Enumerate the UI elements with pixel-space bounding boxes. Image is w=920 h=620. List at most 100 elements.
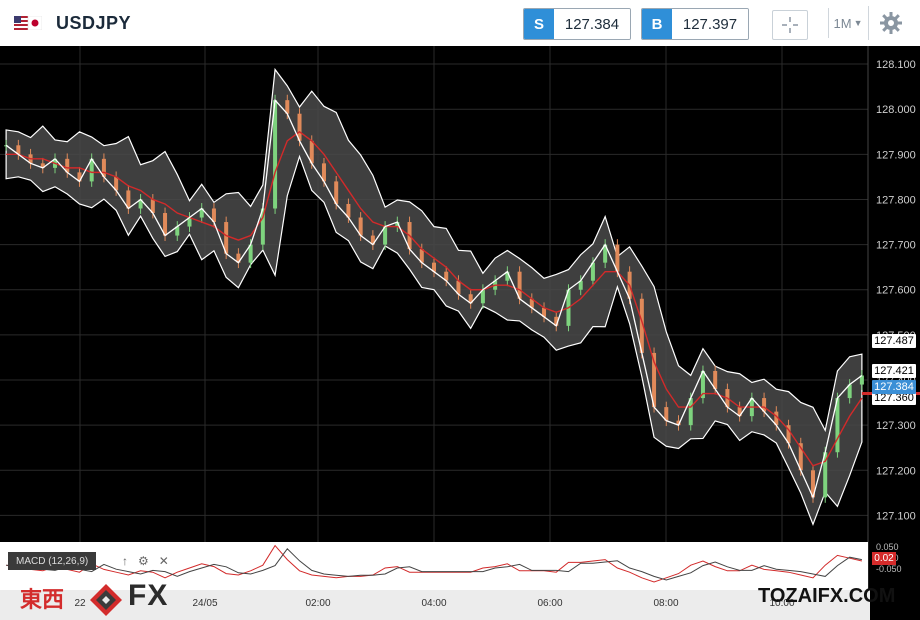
candle-body [456,280,461,295]
chevron-down-icon: ▼ [853,18,863,28]
candle-body [248,244,253,263]
candle-body [468,294,473,304]
candle-body [505,271,510,281]
candle-body [65,158,70,173]
candle-body [126,190,131,209]
candle-body [395,222,400,227]
candle-body [16,145,21,155]
candle-body [823,452,828,498]
crosshair-icon [782,17,798,33]
buy-price: 127.397 [672,9,748,39]
price-label-low: 127.360 [872,391,916,406]
macd-value-badge: 0.02 [872,552,896,565]
candle-body [77,172,82,182]
price-tick-label: 127.200 [876,465,916,477]
candle-body [89,158,94,182]
price-line [5,98,863,500]
price-label-high: 127.487 [872,333,916,348]
candle-body [737,407,742,417]
candle-body [676,420,681,426]
gear-icon [880,12,902,34]
candle-body [114,176,119,191]
price-tick-label: 127.800 [876,194,916,206]
sell-quote-button[interactable]: S 127.384 [523,8,631,40]
price-label-current: 127.384 [872,380,916,395]
price-tick-label: 128.000 [876,104,916,116]
candle-body [603,244,608,263]
candle-body [774,411,779,426]
candle-body [236,253,241,263]
candle-body [615,244,620,272]
macd-tools: ↑ ⚙ ✕ [122,552,169,570]
candle-body [554,316,559,326]
price-tick-label: 127.900 [876,149,916,161]
time-tick: 02:00 [305,598,331,609]
candle-body [652,352,657,408]
candle-body [762,398,767,412]
brand-logo-fx: FX [128,579,169,612]
candle-body [175,226,180,236]
candle-body [517,271,522,299]
candle-body [713,370,718,390]
time-tick: 10:00 [769,598,795,609]
us-jp-flag-icon [14,16,42,30]
candle-body [700,370,705,399]
time-tick: 06:00 [537,598,563,609]
site-watermark: TOZAIFX.COM [758,585,896,607]
price-chart[interactable]: 128.100 128.000 127.900 127.800 127.700 127.6… [0,46,920,620]
candle-body [639,298,644,353]
candle-body [810,470,815,498]
price-tick-label: 127.600 [876,285,916,297]
top-toolbar: USDJPY S 127.384 B 127.397 1M ▼ [0,0,920,46]
brand-diamond-icon [90,584,122,616]
candle-body [187,217,192,227]
close-icon[interactable]: ✕ [158,554,169,568]
settings-button[interactable] [868,6,913,40]
candle-body [260,208,265,245]
candle-body [590,262,595,281]
timeframe-value: 1M [833,15,852,31]
candle-body [163,213,168,236]
macd-axis-label: -0.050 [876,564,902,574]
time-tick: 08:00 [653,598,679,609]
candle-body [273,100,278,209]
price-label-mid: 127.421 [872,363,916,378]
timeframe-dropdown[interactable]: 1M ▼ [828,8,867,38]
bollinger-band [5,67,863,526]
time-axis [0,590,870,620]
candle-body [150,199,155,214]
candle-body [309,140,314,164]
candle-body [688,398,693,426]
candle-body [334,181,339,204]
macd-indicator-label[interactable]: MACD (12,26,9) [8,552,97,570]
candle-body [40,163,45,168]
price-tick-label: 127.300 [876,420,916,432]
gear-icon[interactable]: ⚙ [138,554,149,568]
candle-body [285,100,290,114]
crosshair-button[interactable] [772,10,808,40]
candle-body [346,203,351,218]
buy-tag: B [642,9,672,39]
candle-body [798,443,803,471]
candle-body [786,425,791,444]
buy-quote-button[interactable]: B 127.397 [641,8,749,40]
candle-body [383,226,388,245]
symbol-title[interactable]: USDJPY [56,13,132,33]
time-tick: 24/05 [192,598,218,609]
candle-body [211,208,216,223]
candle-body [664,407,669,421]
candle-body [224,222,229,254]
macd-panel [0,542,868,590]
candle-body [542,307,547,317]
candle-body [859,375,864,385]
price-tick-label: 127.100 [876,510,916,522]
candle-body [847,384,852,399]
candle-body [101,158,106,177]
candle-body [297,113,302,141]
candle-body [444,271,449,281]
time-tick: 22 [74,598,86,609]
arrow-up-icon[interactable]: ↑ [122,554,128,568]
candle-body [578,280,583,290]
sell-tag: S [524,9,554,39]
brand-logo-kanji: 東西 [20,588,65,613]
